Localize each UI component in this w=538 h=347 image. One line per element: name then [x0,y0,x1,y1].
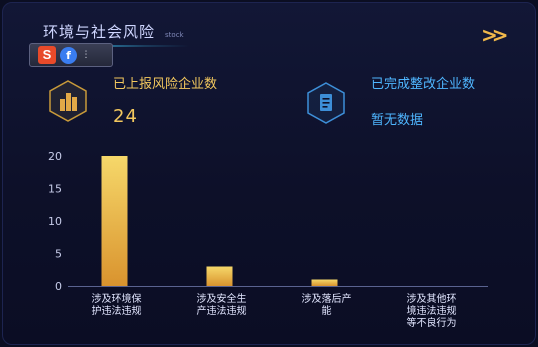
x-tick-label: 涉及其他环境违法违规等不良行为 [407,292,457,329]
y-tick-label: 0 [55,280,62,293]
expand-arrow-button[interactable]: >> [481,23,521,47]
building-icon [49,80,87,122]
y-tick-label: 10 [48,215,62,228]
document-icon [307,82,345,124]
x-tick-label: 涉及环境保护违法违规 [92,292,142,317]
x-axis-labels: 涉及环境保护违法违规 涉及安全生产违法违规 涉及落后产能 涉及其他环境违法违规等不良行… [92,292,457,329]
stat-rectified-label: 已完成整改企业数 [371,77,476,92]
y-axis: 0 5 10 15 20 [48,150,62,293]
sogou-icon[interactable]: S [38,46,56,64]
panel-subtitle: stock [165,31,184,39]
title-underline [39,45,189,47]
bars-group [101,156,338,287]
tool-blue-icon[interactable]: f [60,46,77,64]
bar[interactable] [101,156,128,286]
stat-reported-label: 已上报风险企业数 [113,77,218,92]
y-tick-label: 5 [55,248,62,261]
y-tick-label: 20 [48,150,62,163]
bar[interactable] [311,279,338,287]
floating-toolbar[interactable]: S f ⋮ [29,43,113,67]
y-tick-label: 15 [48,183,62,196]
bar[interactable] [206,266,233,287]
title-row: 环境与社会风险 stock [43,21,184,42]
grip-icon[interactable]: ⋮ [81,50,91,60]
stat-rectified-value: 暂无数据 [371,113,424,128]
panel-title: 环境与社会风险 [43,23,156,41]
stat-reported-value: 24 [113,106,138,127]
x-tick-label: 涉及安全生产违法违规 [197,292,247,317]
x-tick-label: 涉及落后产能 [302,292,352,317]
